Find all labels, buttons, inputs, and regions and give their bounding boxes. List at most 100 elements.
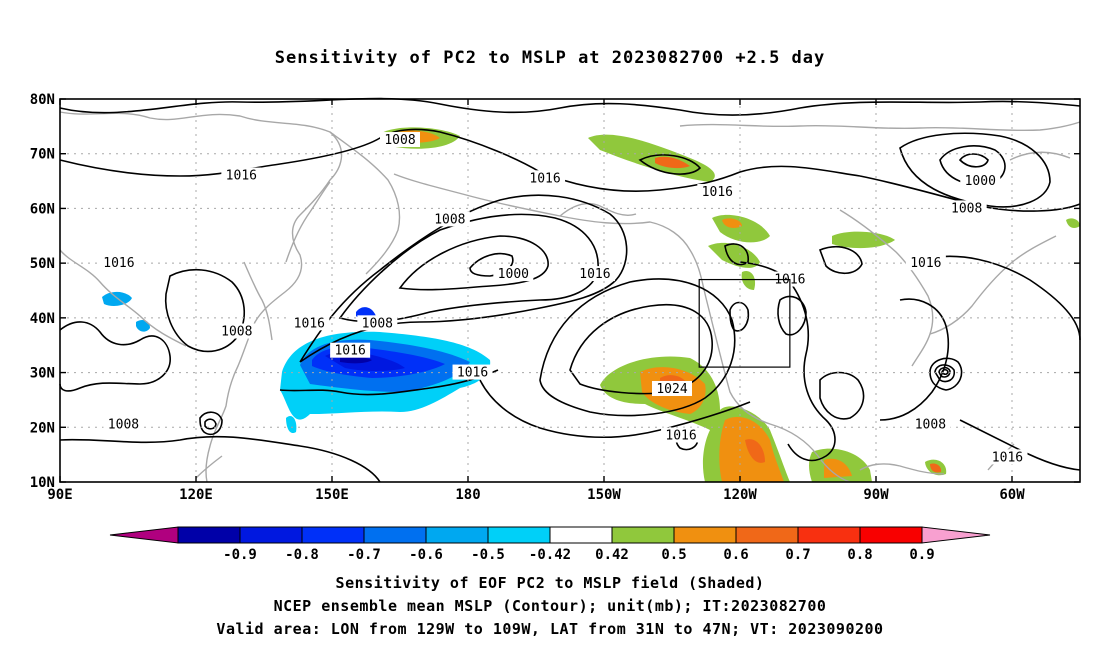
latitude-labels: 10N 20N 30N 40N 50N 60N 70N 80N [30, 92, 55, 491]
lat-label: 60N [30, 201, 55, 217]
contour-label: 1000 [498, 267, 529, 282]
contour-label: 1008 [434, 212, 465, 227]
contour-label: 1008 [951, 201, 982, 216]
colorbar-bin [487, 526, 551, 544]
contour-label: 1016 [457, 366, 488, 381]
colorbar-tick-label: 0.42 [595, 547, 629, 563]
contour-label-bg [221, 167, 262, 183]
colorbar-bin [673, 526, 737, 544]
colorbar-tick-label: -0.7 [347, 547, 381, 563]
contour-label-bg [960, 173, 1001, 189]
contour-line [398, 235, 549, 291]
coastlines [59, 111, 1081, 483]
contour-line [958, 153, 989, 168]
contour-line [199, 411, 223, 436]
lon-label: 60W [999, 487, 1025, 503]
contour-label-bg [98, 255, 139, 271]
contour-label-bg [987, 449, 1028, 465]
contour-line [818, 246, 863, 275]
contour-line [59, 97, 1081, 116]
contour-line [934, 364, 956, 383]
colorbar-bin [859, 526, 923, 544]
contour-label-bg [289, 315, 330, 331]
colorbar-tick-label: 0.8 [847, 547, 872, 563]
colorbar-tick-label: -0.42 [529, 547, 571, 563]
pos-shade-area [722, 218, 742, 228]
colorbar-tick-label: 0.6 [723, 547, 748, 563]
lat-label: 10N [30, 475, 55, 491]
contour-line [59, 128, 861, 192]
footer-line-2: NCEP ensemble mean MSLP (Contour); unit(… [273, 597, 827, 615]
colorbar-bin [735, 526, 799, 544]
contour-line [919, 255, 1081, 341]
contour-label: 1016 [294, 316, 325, 331]
contour-label-bg [525, 170, 566, 186]
contour-label: 1016 [992, 450, 1023, 465]
contour-line [724, 243, 749, 266]
colorbar-tick-label: -0.9 [223, 547, 257, 563]
footer-line-1: Sensitivity of EOF PC2 to MSLP field (Sh… [335, 574, 765, 592]
lon-label: 90W [863, 487, 889, 503]
colorbar-tick-label: -0.8 [285, 547, 319, 563]
pos-shade-area [832, 231, 895, 249]
colorbar-bin [797, 526, 861, 544]
neg-shade-area [286, 415, 297, 434]
contour-line [569, 304, 713, 395]
contour-label: 1008 [221, 325, 252, 340]
contour-labels: 1008 1016 1016 1016 1000 1008 1008 1016 1000 1016… [98, 132, 1028, 465]
contour-line [638, 154, 702, 175]
lat-label: 80N [30, 92, 55, 108]
contour-line [59, 435, 381, 483]
contour-line [338, 213, 599, 323]
colorbar-tick-label: 0.7 [785, 547, 810, 563]
colorbar-tick-label: 0.5 [661, 547, 686, 563]
pos-shade-area [708, 242, 760, 268]
lat-label: 50N [30, 256, 55, 272]
contour-label: 1016 [529, 171, 560, 186]
colorbar-bin [177, 526, 241, 544]
contour-label-bg [216, 323, 257, 339]
contour-label: 1008 [915, 418, 946, 433]
colorbar [109, 526, 991, 544]
contour-line [929, 357, 963, 391]
colorbar-tick-label: -0.6 [409, 547, 443, 563]
footer-line-3: Valid area: LON from 129W to 109W, LAT f… [216, 620, 884, 638]
colorbar-bin [425, 526, 489, 544]
colorbar-bin [549, 526, 613, 544]
contour-line [299, 194, 628, 363]
colorbar-bin [239, 526, 303, 544]
contour-label-bg [574, 266, 615, 282]
colorbar-bin [363, 526, 427, 544]
contour-label: 1000 [965, 174, 996, 189]
contour-label: 1016 [226, 169, 257, 184]
contour-label-bg [103, 416, 144, 432]
pos-shade-area [824, 458, 852, 478]
map-gridlines [60, 99, 1080, 482]
contour-label: 1008 [362, 316, 393, 331]
contour-label: 1008 [108, 418, 139, 433]
lon-label: 90E [47, 487, 72, 503]
contour-line [938, 366, 951, 378]
lon-label: 120E [179, 487, 213, 503]
contour-label-bg [380, 132, 420, 148]
neg-shade-area [102, 291, 132, 306]
pos-shade-area [588, 134, 715, 182]
lat-label: 40N [30, 311, 55, 327]
valid-area-box [698, 278, 791, 368]
colorbar-bin [301, 526, 365, 544]
contour-label-bg [661, 427, 702, 443]
colorbar-bin [611, 526, 675, 544]
chart-title: Sensitivity of PC2 to MSLP at 2023082700… [274, 48, 826, 68]
map-frame [59, 98, 1081, 483]
contour-label: 1016 [579, 267, 610, 282]
contour-label-bg [493, 266, 534, 282]
contour-line [777, 295, 807, 336]
longitude-labels: 90E 120E 150E 180 150W 120W 90W 60W [47, 487, 1025, 503]
contour-label-bg [905, 255, 946, 271]
contour-line [59, 321, 171, 392]
mslp-contours [59, 97, 1081, 483]
contour-label-bg [330, 342, 371, 358]
contour-label: 1016 [665, 428, 696, 443]
lat-label: 70N [30, 147, 55, 163]
